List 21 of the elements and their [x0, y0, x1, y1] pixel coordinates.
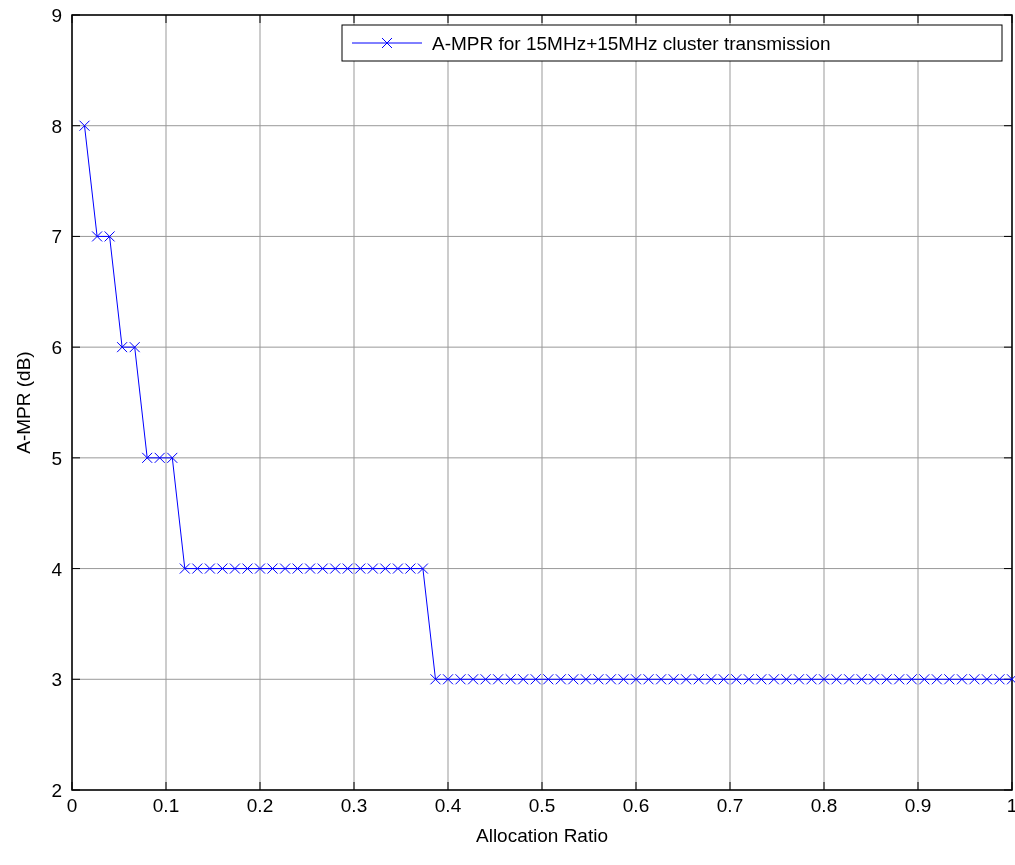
y-tick-label: 4	[51, 558, 63, 580]
x-tick-label: 0.3	[340, 795, 368, 816]
y-tick-label: 7	[51, 226, 62, 248]
y-tick-label: 9	[51, 5, 62, 26]
y-tick-label: 2	[51, 780, 62, 801]
x-tick-label: 0.5	[528, 795, 556, 816]
x-tick-label: 0.9	[904, 795, 932, 816]
y-tick-label: 6	[51, 337, 62, 359]
legend-label: A-MPR for 15MHz+15MHz cluster transmission	[432, 33, 831, 54]
x-tick-label: 0.7	[716, 795, 744, 816]
y-tick-label: 5	[51, 447, 62, 469]
x-tick-label: 0	[66, 795, 78, 816]
y-axis-title: A-MPR (dB)	[13, 351, 34, 454]
x-tick-label: 0.6	[622, 795, 650, 816]
x-tick-label: 0.4	[434, 795, 462, 816]
x-tick-label: 0.1	[152, 795, 180, 816]
y-tick-label: 8	[51, 115, 62, 137]
x-axis-title: Allocation Ratio	[475, 825, 609, 846]
x-tick-label: 0.2	[246, 795, 274, 816]
y-tick-label: 3	[51, 669, 62, 691]
x-tick-label: 0.8	[810, 795, 838, 816]
